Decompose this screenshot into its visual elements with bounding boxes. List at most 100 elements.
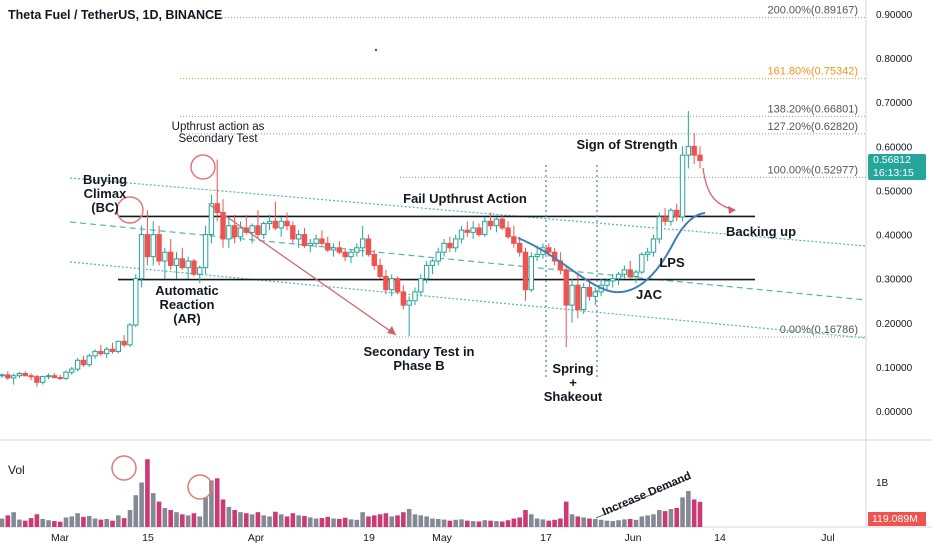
volume-bar xyxy=(261,515,267,527)
volume-bar xyxy=(406,509,412,527)
candle-body xyxy=(197,267,203,275)
candle-up xyxy=(307,238,313,253)
volume-bar xyxy=(424,516,429,527)
candle-up xyxy=(580,283,587,314)
candle-up xyxy=(679,146,686,222)
volume-bar xyxy=(104,518,109,527)
volume-bar xyxy=(296,515,301,527)
candle-down xyxy=(505,221,511,239)
annotation-sign-of-strength: Sign of Strength xyxy=(576,137,677,152)
volume-bar xyxy=(546,520,552,527)
candle-body xyxy=(104,348,110,355)
volume-bar xyxy=(86,515,92,527)
fib-level-label: 138.20%(0.66801) xyxy=(767,103,858,115)
candle-up xyxy=(150,221,156,266)
candle-body xyxy=(592,291,598,297)
candle-down xyxy=(627,261,633,279)
volume-bar xyxy=(552,519,557,527)
candle-up xyxy=(226,216,232,248)
x-tick-label: Mar xyxy=(51,532,70,544)
candle-body xyxy=(290,225,296,240)
volume-bar xyxy=(307,517,313,527)
candle-body xyxy=(22,373,28,377)
candle-body xyxy=(691,145,697,156)
volume-bar xyxy=(185,515,191,527)
volume-bar xyxy=(610,521,616,527)
candle-down xyxy=(284,212,290,231)
candle-up xyxy=(278,216,284,237)
candle-body xyxy=(400,291,407,306)
annotation-line: Phase B xyxy=(393,358,444,373)
candle-body xyxy=(586,286,593,297)
candle-down xyxy=(22,371,28,377)
candle-up xyxy=(173,252,180,279)
candle-up xyxy=(569,278,575,323)
volume-bar xyxy=(494,521,499,527)
volume-bar xyxy=(52,521,57,527)
channel-middle-line xyxy=(69,221,867,301)
volume-bar xyxy=(197,516,203,527)
candle-body xyxy=(167,251,174,266)
volume-bar xyxy=(81,516,86,527)
candle-body xyxy=(98,350,104,355)
volume-bar xyxy=(395,515,400,527)
candle-up xyxy=(266,214,273,231)
volume-bar xyxy=(34,514,40,527)
volume-bar xyxy=(5,515,11,527)
volume-bar xyxy=(622,519,627,527)
candle-body xyxy=(697,154,703,161)
volume-bar xyxy=(645,515,650,527)
candle-up xyxy=(69,366,75,375)
candle-down xyxy=(464,221,471,237)
candle-down xyxy=(476,223,482,237)
channel-upper-line xyxy=(69,177,867,247)
candle-body xyxy=(656,216,662,240)
annotation-line: Climax xyxy=(84,186,127,201)
annotation-line: JAC xyxy=(636,287,663,302)
candle-body xyxy=(249,225,255,233)
candle-body xyxy=(505,227,511,238)
candle-down xyxy=(167,238,174,270)
candle-body xyxy=(679,154,686,218)
candle-body xyxy=(51,375,58,378)
candle-body xyxy=(5,374,11,379)
candle-down xyxy=(301,227,308,248)
annotation-spring-shakeout: Spring + Shakeout xyxy=(544,361,603,404)
candle-body xyxy=(575,284,581,311)
candle-up xyxy=(63,370,69,381)
volume-bar xyxy=(639,516,645,527)
candle-up xyxy=(644,247,651,262)
volume-bar xyxy=(214,478,220,527)
candle-body xyxy=(133,278,139,326)
volume-bar xyxy=(331,518,336,527)
candle-body xyxy=(173,258,180,266)
candle-body xyxy=(330,247,337,251)
volume-bar xyxy=(191,513,197,527)
volume-bar xyxy=(651,514,656,527)
volume-bar xyxy=(342,517,348,527)
candle-down xyxy=(511,225,517,248)
candle-down xyxy=(575,274,581,319)
candle-body xyxy=(447,242,453,249)
volume-bar xyxy=(523,510,528,527)
candle-body xyxy=(162,251,168,262)
candle-body xyxy=(185,260,191,269)
candle-body xyxy=(348,251,354,258)
annotation-line: Shakeout xyxy=(544,389,603,404)
last-price-badge: 0.56812 16:13:15 xyxy=(868,154,926,181)
candle-body xyxy=(226,225,232,240)
candle-down xyxy=(377,258,383,279)
volume-bar xyxy=(465,520,470,527)
candle-down xyxy=(51,373,58,379)
volume-bar xyxy=(435,518,441,527)
candle-body xyxy=(487,220,494,227)
candle-body xyxy=(40,376,46,383)
candle-body xyxy=(92,350,98,357)
candle-up xyxy=(615,272,622,286)
candle-up xyxy=(685,111,692,169)
annotation-lps: LPS xyxy=(659,255,685,270)
candle-body xyxy=(464,229,471,233)
candle-body xyxy=(16,373,23,377)
volume-bar xyxy=(534,518,540,527)
